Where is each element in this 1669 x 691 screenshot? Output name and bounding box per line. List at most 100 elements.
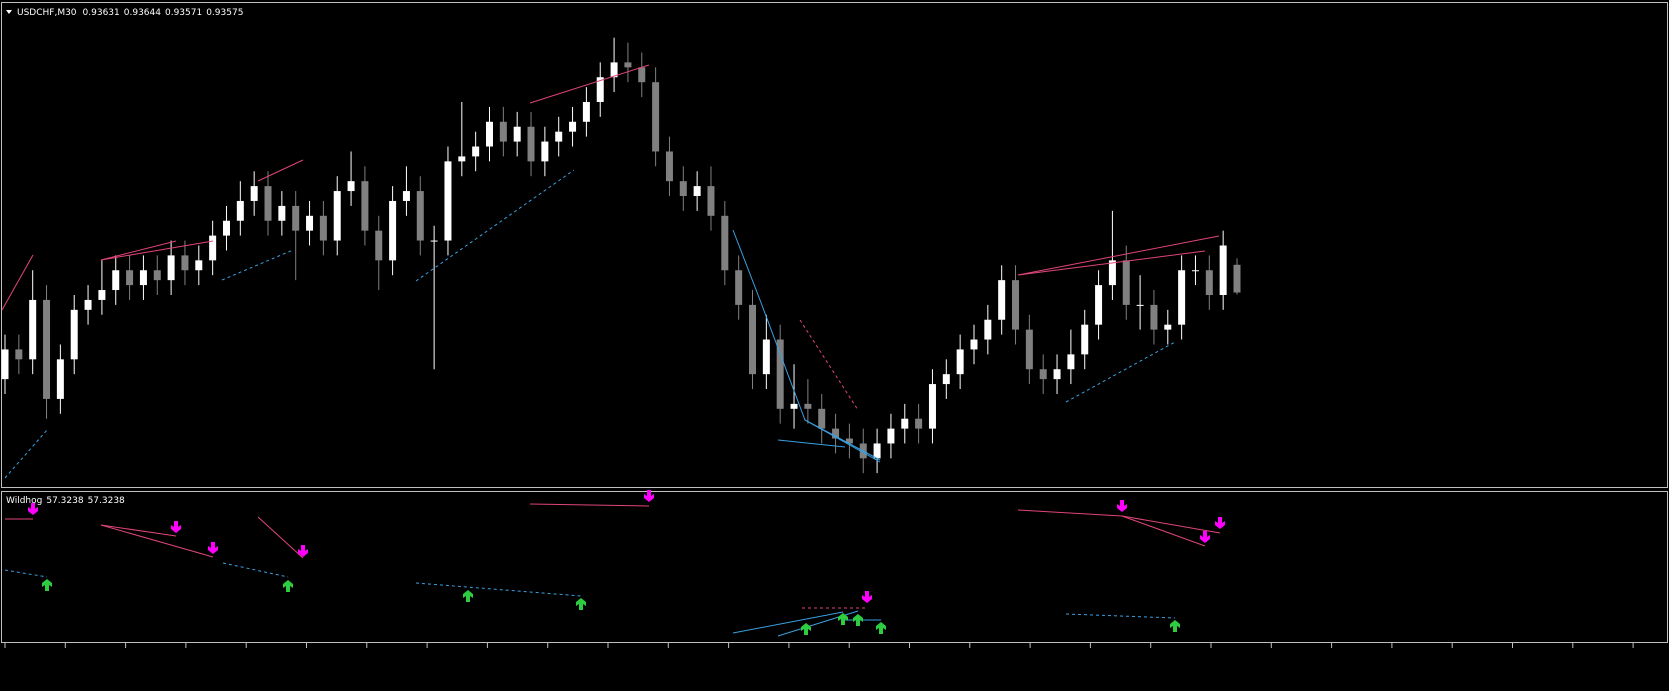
trendline <box>415 169 575 282</box>
candle-body <box>1095 285 1103 325</box>
candle-body <box>56 359 64 399</box>
indicator-value: 57.3238 <box>88 496 125 506</box>
close: 0.93575 <box>206 8 243 18</box>
candle-body <box>29 299 37 360</box>
candle-body <box>306 215 314 231</box>
candle-body <box>70 309 78 360</box>
candle-body <box>1122 260 1130 305</box>
candle-body <box>638 67 646 83</box>
candle-body <box>1233 264 1241 293</box>
main-trendlines <box>1 64 1220 479</box>
trendline <box>257 159 304 182</box>
candle-body <box>818 408 826 429</box>
candle-body <box>513 126 521 142</box>
candle-body <box>693 186 701 197</box>
candle-body <box>222 220 230 236</box>
candle-body <box>721 215 729 271</box>
trendline <box>1 254 34 311</box>
trendline <box>1065 341 1176 403</box>
candle-body <box>98 290 106 300</box>
candle-body <box>333 191 341 241</box>
candle-body <box>402 191 410 201</box>
candle-body <box>485 121 493 147</box>
candle-body <box>1150 304 1158 330</box>
signal-line <box>1065 613 1176 619</box>
candle-body <box>1191 270 1199 272</box>
candle-body <box>458 156 466 162</box>
candle-body <box>139 270 147 286</box>
candle-body <box>472 146 480 157</box>
time-axis <box>4 643 1634 648</box>
signal-line <box>1017 509 1123 517</box>
candle-body <box>555 131 563 142</box>
candle-body <box>1053 369 1061 380</box>
candle-body <box>970 339 978 350</box>
candle-body <box>444 161 452 241</box>
candle-body <box>928 384 936 429</box>
signal-line <box>1121 515 1221 534</box>
candle-body <box>250 186 258 201</box>
candles <box>1 37 1241 474</box>
candle-body <box>679 181 687 197</box>
candle-body <box>832 428 840 439</box>
signal-line <box>1121 515 1206 547</box>
candle-body <box>167 255 175 281</box>
candle-body <box>1012 280 1020 330</box>
candle-body <box>112 270 120 291</box>
trendline <box>1017 235 1220 276</box>
candle-body <box>735 270 743 305</box>
candle-body <box>375 230 383 261</box>
candle-body <box>416 191 424 241</box>
candle-body <box>569 121 577 132</box>
candle-body <box>527 126 535 162</box>
candle-body <box>790 403 798 409</box>
collapse-icon[interactable] <box>6 10 12 14</box>
candle-body <box>1 349 9 380</box>
trendline <box>100 240 177 261</box>
candle-body <box>1108 260 1116 286</box>
candle-body <box>361 181 369 231</box>
candle-body <box>1205 270 1213 295</box>
candle-body <box>499 121 507 142</box>
candle-body <box>264 186 272 221</box>
indicator-value: 57.3238 <box>46 496 83 506</box>
trendline <box>732 229 881 463</box>
candle-body <box>292 205 300 231</box>
symbol: USDCHF,M30 <box>17 8 77 18</box>
candle-body <box>347 181 355 192</box>
candle-body <box>278 205 286 221</box>
candle-body <box>873 443 881 459</box>
candle-body <box>1039 369 1047 380</box>
candle-body <box>998 280 1006 320</box>
high: 0.93644 <box>124 8 161 18</box>
signal-line <box>4 569 48 578</box>
signal-line <box>529 503 650 507</box>
candle-body <box>126 270 134 286</box>
candle-body <box>209 235 217 261</box>
candle-body <box>610 62 618 78</box>
candle-body <box>319 215 327 241</box>
candle-body <box>596 77 604 102</box>
candle-body <box>707 186 715 216</box>
candle-body <box>84 299 92 310</box>
candle-body <box>15 349 23 360</box>
candle-body <box>901 418 909 429</box>
candle-body <box>887 428 895 444</box>
candle-body <box>984 319 992 340</box>
candle-body <box>430 240 438 242</box>
candle-body <box>804 403 812 409</box>
signal-line <box>100 524 214 558</box>
candle-body <box>541 141 549 162</box>
low: 0.93571 <box>165 8 202 18</box>
signal-line <box>257 516 304 559</box>
trendline <box>529 64 650 104</box>
candle-body <box>749 304 757 375</box>
candle-body <box>762 339 770 375</box>
open: 0.93631 <box>83 8 120 18</box>
candle-body <box>776 339 784 409</box>
trendline <box>100 240 214 261</box>
candle-body <box>942 374 950 385</box>
